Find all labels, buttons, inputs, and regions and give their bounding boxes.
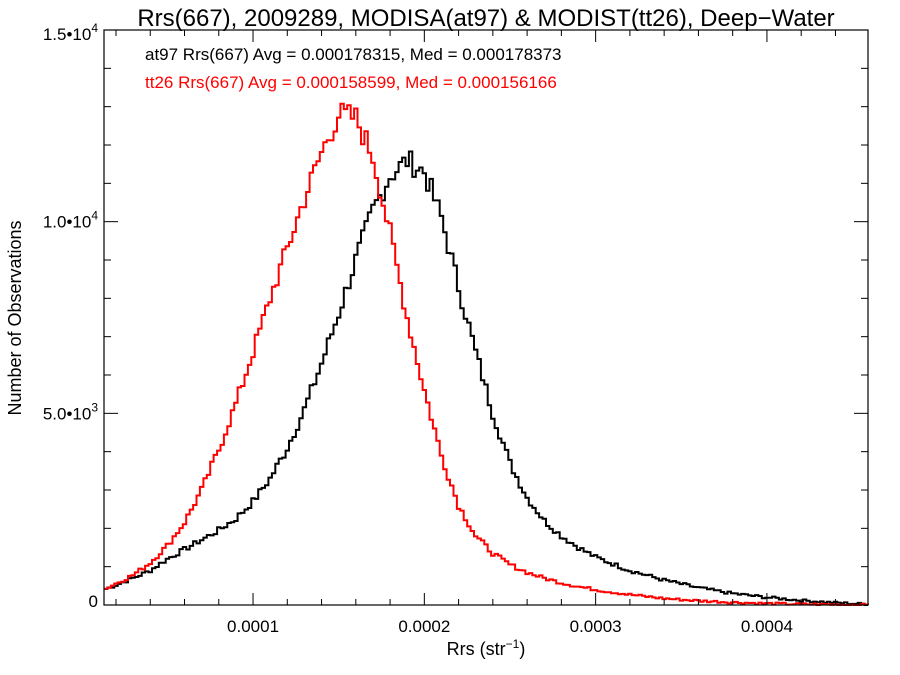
x-tick-label: 0.0002 — [398, 617, 450, 636]
x-axis-label-exponent: −1 — [506, 637, 520, 651]
y-tick-label: 1.5•104 — [43, 21, 99, 44]
series-layer — [104, 102, 869, 606]
y-tick-label-exponent: 4 — [91, 209, 98, 223]
y-tick-label-exponent: 4 — [91, 21, 98, 35]
series-at97-line — [104, 150, 868, 606]
x-axis-label-close: ) — [519, 639, 525, 659]
x-axis-label-main: Rrs (str — [447, 639, 506, 659]
y-tick-label-main: 5.0•10 — [43, 404, 92, 423]
stats-line-1: at97 Rrs(667) Avg = 0.000178315, Med = 0… — [145, 45, 562, 64]
x-tick-labels: 0.0001 0.0002 0.0003 0.0004 — [227, 617, 793, 636]
axis-ticks — [104, 29, 868, 606]
y-tick-label: 1.0•104 — [43, 209, 99, 232]
y-tick-label-exponent: 3 — [91, 400, 98, 414]
x-tick-label: 0.0004 — [741, 617, 793, 636]
x-axis-label: Rrs (str−1) — [447, 637, 526, 659]
x-tick-label: 0.0003 — [570, 617, 622, 636]
y-tick-label-main: 1.0•10 — [43, 213, 92, 232]
y-tick-label-main: 0 — [89, 592, 98, 611]
series-tt26-line — [104, 102, 869, 606]
plot-frame — [103, 29, 869, 606]
y-axis-label: Number of Observations — [5, 220, 25, 415]
y-tick-label: 5.0•103 — [43, 400, 99, 423]
x-tick-label: 0.0001 — [227, 617, 279, 636]
stats-line-2: tt26 Rrs(667) Avg = 0.000158599, Med = 0… — [145, 73, 557, 92]
y-tick-label: 0 — [89, 592, 98, 611]
stats-annotations: at97 Rrs(667) Avg = 0.000178315, Med = 0… — [145, 45, 562, 92]
y-tick-label-main: 1.5•10 — [43, 25, 92, 44]
chart-title: Rrs(667), 2009289, MODISA(at97) & MODIST… — [137, 5, 834, 32]
